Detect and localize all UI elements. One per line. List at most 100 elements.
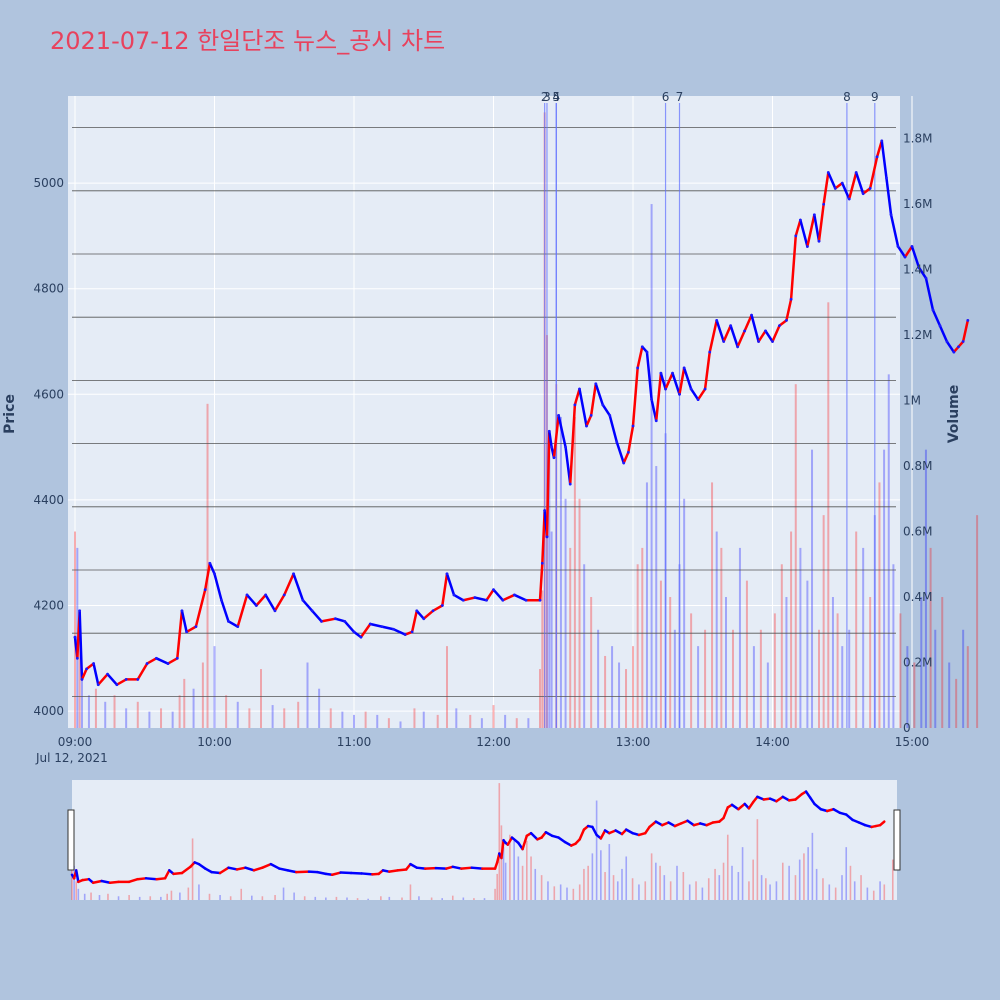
volume-bar: [422, 711, 425, 728]
volume-bar: [436, 714, 439, 728]
price-point: [392, 627, 395, 631]
price-point: [422, 617, 426, 621]
price-segment: [854, 171, 865, 195]
volume-bar: [924, 449, 927, 728]
price-point: [461, 598, 465, 602]
volume-bar: [878, 482, 881, 728]
volume-bar: [583, 564, 586, 728]
price-point: [208, 561, 212, 565]
price-point: [124, 678, 128, 681]
slider-volume-bar: [138, 896, 141, 900]
slider-price-segment: [451, 865, 463, 870]
volume-bar: [773, 613, 776, 728]
volume-bar: [559, 416, 562, 728]
price-point: [885, 176, 888, 180]
axis-ticks: 4000 4200 4400 4600 4800 5000 09:00 10:00 11:00 1…: [33, 132, 932, 749]
y-tick-label: 4200: [33, 599, 64, 613]
slider-volume-bar: [625, 856, 628, 900]
slider-volume-bar: [807, 847, 809, 900]
range-slider-right-handle[interactable]: [893, 809, 901, 871]
slider-volume-bar: [107, 893, 109, 900]
price-point: [557, 414, 560, 417]
price-segment: [729, 324, 739, 349]
price-point: [368, 622, 372, 626]
slider-volume-bar: [566, 887, 568, 900]
price-segment: [236, 593, 249, 628]
range-slider[interactable]: [72, 780, 897, 900]
volume-bar: [171, 711, 174, 728]
price-point: [403, 633, 407, 636]
price-segment: [452, 593, 465, 602]
volume-bar: [446, 646, 448, 728]
slider-volume-bar: [409, 884, 412, 900]
slider-volume-bar: [578, 884, 581, 900]
price-point: [794, 234, 798, 238]
volume-bar: [883, 449, 886, 728]
price-segment: [696, 387, 707, 401]
price-point: [180, 609, 184, 613]
slider-price-segment: [775, 795, 785, 803]
slider-volume-bar: [500, 825, 503, 900]
volume-bar: [683, 498, 686, 728]
price-point: [154, 656, 158, 660]
slider-volume-bar: [612, 875, 615, 900]
price-segment: [585, 414, 593, 428]
slider-volume-bar: [883, 884, 886, 900]
price-point: [729, 324, 733, 328]
volume-bar: [962, 629, 965, 728]
slider-volume-bar: [483, 898, 486, 900]
volume-bar: [353, 714, 355, 728]
volume-bar: [80, 669, 83, 728]
slider-price-segment: [210, 870, 222, 875]
price-point: [626, 450, 630, 454]
slider-volume-bar: [240, 888, 243, 900]
slider-price-segment: [578, 828, 586, 841]
slider-volume-bar: [473, 898, 475, 900]
slider-price-segment: [878, 820, 886, 827]
slider-volume-bar: [663, 875, 666, 900]
volume-bar: [929, 547, 932, 728]
price-segment: [834, 181, 844, 190]
price-segment: [415, 609, 425, 620]
price-segment: [938, 324, 949, 343]
y2-tick-label: 1.8M: [903, 132, 932, 146]
slider-volume-bar: [587, 865, 589, 900]
chart-title: 2021-07-12 한일단조 뉴스_공시 차트: [50, 27, 445, 55]
news-marker-label: 4: [552, 90, 560, 104]
slider-price-segment: [144, 877, 158, 881]
slider-volume-bar: [718, 875, 721, 900]
slider-volume-bar: [282, 887, 285, 900]
price-point: [817, 239, 821, 243]
slider-volume-bar: [388, 896, 391, 900]
volume-bar: [387, 718, 390, 728]
slider-volume-bar: [595, 800, 598, 900]
slider-price-segment: [648, 820, 658, 829]
range-slider-left-handle[interactable]: [67, 809, 75, 871]
volume-bar: [948, 662, 951, 728]
volume-bar: [504, 714, 507, 728]
price-segment: [671, 371, 681, 396]
price-point: [175, 656, 179, 660]
slider-volume-bar: [788, 865, 790, 900]
volume-bar: [527, 718, 530, 728]
slider-volume-bar: [77, 888, 80, 900]
price-segment: [594, 382, 605, 407]
volume-bar: [790, 531, 793, 728]
price-point: [771, 340, 774, 343]
price-segment: [655, 371, 663, 422]
volume-bar: [87, 695, 90, 728]
slider-volume-bar: [219, 895, 221, 900]
price-segment: [552, 414, 560, 459]
slider-volume-bar: [853, 881, 856, 900]
price-segment: [176, 609, 184, 660]
price-segment: [255, 593, 267, 607]
price-point: [622, 461, 626, 465]
news-marker-label: 7: [676, 90, 684, 104]
main-plot-area: [68, 96, 900, 728]
price-segment: [682, 366, 693, 391]
price-segment: [715, 319, 725, 343]
price-point: [589, 414, 593, 417]
price-point: [654, 419, 658, 423]
volume-bar: [725, 597, 727, 728]
price-segment: [380, 625, 395, 631]
